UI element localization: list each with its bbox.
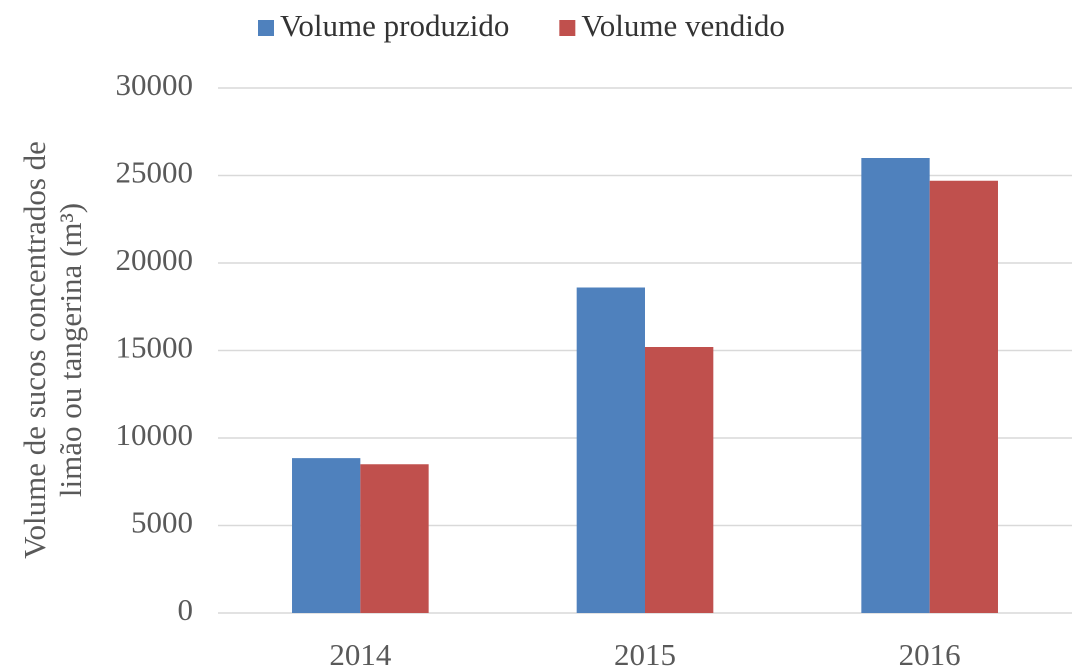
y-tick-label: 15000: [116, 330, 194, 365]
y-tick-label: 30000: [116, 67, 194, 102]
bar: [861, 158, 930, 613]
y-axis-title-line: limão ou tangerina (m³): [53, 203, 88, 497]
legend-label: Volume vendido: [581, 8, 785, 43]
y-tick-label: 0: [178, 592, 194, 627]
bar: [576, 287, 645, 613]
y-tick-label: 20000: [116, 242, 194, 277]
bar: [360, 464, 429, 613]
legend-swatch: [559, 20, 576, 36]
legend: Volume produzido Volume vendido: [258, 8, 785, 43]
y-tick-label: 25000: [116, 155, 194, 190]
y-tick-label: 5000: [131, 505, 193, 540]
y-axis-title: Volume de sucos concentrados de limão ou…: [17, 141, 88, 559]
x-tick-label: 2016: [899, 637, 961, 668]
bar: [929, 180, 998, 613]
bar: [292, 458, 361, 613]
legend-label: Volume produzido: [280, 8, 509, 43]
bar: [645, 347, 714, 613]
legend-swatch: [258, 20, 274, 36]
y-axis-title-line: Volume de sucos concentrados de: [17, 141, 52, 559]
y-tick-label: 10000: [116, 417, 194, 452]
x-tick-label: 2014: [329, 637, 392, 668]
x-tick-label: 2015: [614, 637, 676, 668]
